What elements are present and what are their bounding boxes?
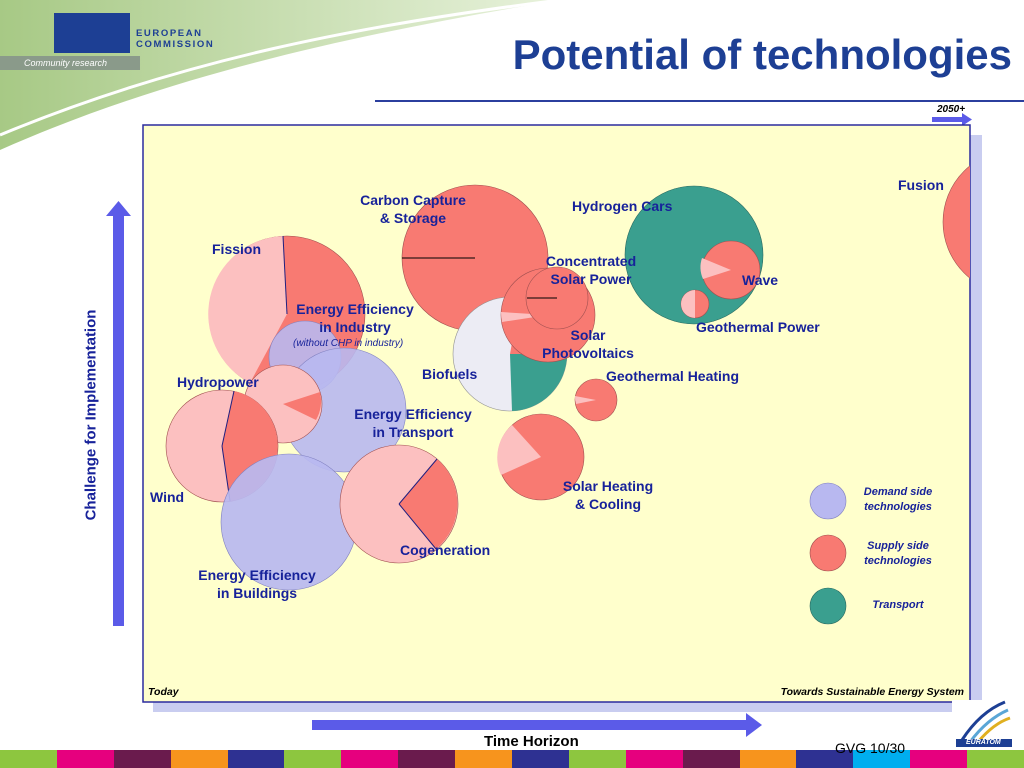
label-ee-buildings-line1: Energy Efficiency [198,567,316,583]
label-ee-industry-line1: Energy Efficiency [296,301,414,317]
label-fusion: Fusion [898,177,944,193]
logo-line-2: COMMISSION [136,39,215,50]
arrow-2050 [932,113,972,126]
label-ee-buildings: Energy Efficiency in Buildings [198,566,316,602]
label-solar-heating-line1: Solar Heating [562,478,654,494]
eu-flag [54,13,130,53]
legend-demand-line2: technologies [864,501,932,513]
label-ee-transport-line2: in Transport [372,424,454,440]
label-ee-industry-note: (without CHP in industry) [293,338,404,349]
bubble-concentrated-solar [525,266,589,330]
bubble-cogeneration [339,444,459,564]
x-axis-label: Time Horizon [484,733,579,750]
bubble-fusion [942,165,970,279]
bubble-wave [700,240,761,300]
label-wind: Wind [150,489,185,505]
label-concentrated-line2: Solar Power [550,271,632,287]
label-geothermal-power: Geothermal Power [696,319,820,335]
legend-transport-circle [809,587,847,625]
label-solar-heating-line2: & Cooling [574,496,642,512]
label-fission: Fission [212,241,262,257]
commission-logo-text: EUROPEAN COMMISSION [136,28,214,50]
label-today: Today [148,686,179,698]
label-concentrated-solar: Concentrated Solar Power [546,252,636,288]
label-hydropower: Hydropower [177,374,259,390]
label-carbon-capture: Carbon Capture & Storage [360,191,466,227]
label-biofuels: Biofuels [422,366,478,382]
label-2050: 2050+ [937,104,966,115]
label-ee-industry: Energy Efficiency in Industry [296,300,414,336]
legend-demand-line1: Demand side [863,486,933,498]
legend-transport-label: Transport [872,599,924,611]
footer-color-bar [0,750,1024,768]
page-title: Potential of technologies [512,31,1012,78]
bubble-geothermal-power [680,289,710,319]
label-wave: Wave [742,272,779,288]
y-axis-label: Challenge for Implementation [82,309,100,521]
label-carbon-capture-line1: Carbon Capture [360,192,466,208]
label-towards: Towards Sustainable Energy System [780,686,964,698]
label-solar-pv: Solar Photovoltaics [542,326,634,362]
euratom-logo [952,700,1012,747]
label-solar-heating: Solar Heating & Cooling [563,477,653,513]
label-solar-pv-line2: Photovoltaics [542,345,634,361]
label-ee-transport: Energy Efficiency in Transport [354,405,472,441]
label-concentrated-line1: Concentrated [545,253,637,269]
community-research-strip: Community research [0,56,140,70]
bubble-geothermal-heating [574,378,618,422]
label-hydrogen-cars: Hydrogen Cars [572,198,673,214]
label-ee-buildings-line2: in Buildings [216,585,298,601]
label-solar-pv-line1: Solar [570,327,606,343]
legend-demand-label: Demand side technologies [864,485,932,515]
bubble-solar-heating [497,413,585,501]
page-number: GVG 10/30 [835,740,906,756]
label-geothermal-heating: Geothermal Heating [606,368,740,384]
legend-supply-label: Supply side technologies [864,539,932,569]
legend-supply-circle [809,534,847,572]
label-ee-transport-line1: Energy Efficiency [354,406,472,422]
label-carbon-capture-line2: & Storage [379,210,447,226]
x-axis-arrow [312,713,762,737]
legend-supply-line2: technologies [864,555,932,567]
logo-line-1: EUROPEAN [136,28,203,39]
header-swoosh [0,0,560,150]
label-ee-industry-line2: in Industry [319,319,391,335]
y-axis-arrow [106,201,131,626]
legend-supply-line1: Supply side [867,540,929,552]
label-cogeneration: Cogeneration [400,542,491,558]
legend-demand-circle [809,482,847,520]
euratom-label: EURATOM [966,739,1001,746]
header-swoosh-line [0,0,561,137]
